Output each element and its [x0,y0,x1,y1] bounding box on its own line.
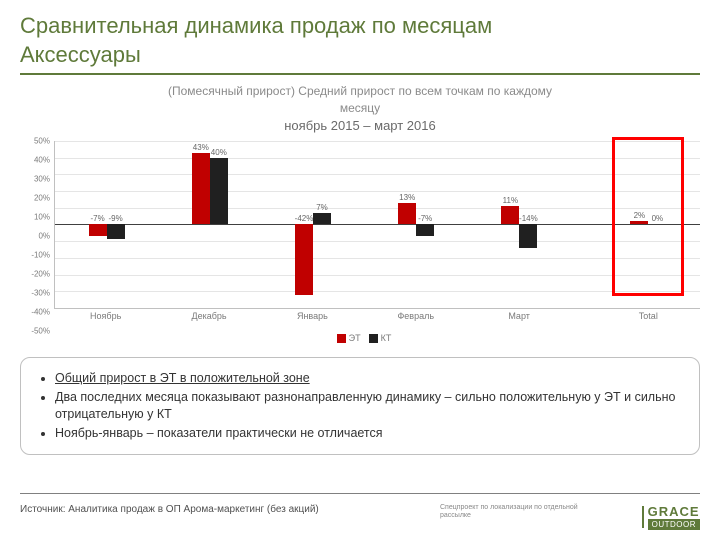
bar [313,213,331,225]
x-tick-label: Декабрь [191,311,226,321]
bar [630,221,648,224]
grid-line [55,141,700,142]
insights-box: Общий прирост в ЭТ в положительной зоне Д… [20,357,700,455]
y-tick-label: 30% [34,174,50,183]
bar-value-label: -9% [108,214,122,223]
title-line-2: Аксессуары [20,42,141,67]
bar-value-label: -7% [90,214,104,223]
bar [107,224,125,239]
grid-line [55,208,700,209]
x-tick-label: Ноябрь [90,311,121,321]
bar [210,158,228,225]
grid-line [55,291,700,292]
legend-swatch [369,334,378,343]
y-tick-label: 10% [34,212,50,221]
y-tick-label: -10% [31,250,50,259]
slide-title: Сравнительная динамика продаж по месяцам… [0,0,720,69]
grid-line [55,191,700,192]
y-tick-label: 40% [34,155,50,164]
x-axis-labels: Ноябрь Декабрь Январь Февраль Март Total [54,311,700,325]
footer-source: Источник: Аналитика продаж в ОП Арома-ма… [20,504,319,515]
bar-value-label: 7% [316,203,328,212]
insight-item: Ноябрь-январь – показатели практически н… [55,425,683,442]
footer: Источник: Аналитика продаж в ОП Арома-ма… [20,498,700,530]
brand-logo: GRACE OUTDOOR [642,504,700,530]
bar [501,206,519,224]
bar-value-label: 13% [399,193,415,202]
insight-item: Два последних месяца показывают разнонап… [55,389,683,423]
bar-value-label: 0% [652,214,664,223]
zero-line [55,224,700,225]
bar [519,224,537,247]
y-tick-label: 20% [34,193,50,202]
bar-value-label: -14% [519,214,538,223]
chart-area: 50%40%30%20%10%0%-10%-20%-30%-40%-50% -7… [20,141,700,331]
grid-line [55,174,700,175]
bar [398,203,416,225]
bar [295,224,313,294]
grid-line [55,275,700,276]
bar-value-label: 11% [503,196,518,205]
insights-list: Общий прирост в ЭТ в положительной зоне Д… [37,370,683,442]
legend-label: ЭТ [349,333,361,343]
chart-subtitle: (Помесячный прирост) Средний прирост по … [0,83,720,135]
subtitle-line-2: месяцу [0,100,720,117]
bar [416,224,434,236]
brand-name-bottom: OUTDOOR [648,519,700,530]
chart-plot: -7% -9% 43%40% -42%7% 13% -7% 11%-14% 2% 0% [54,141,700,309]
title-underline [20,73,700,75]
insight-item: Общий прирост в ЭТ в положительной зоне [55,370,683,387]
bar [192,153,210,225]
brand-separator [642,506,644,528]
y-tick-label: -50% [31,326,50,335]
y-tick-label: 0% [38,231,50,240]
bar [89,224,107,236]
y-tick-label: 50% [34,136,50,145]
subtitle-line-3: ноябрь 2015 – март 2016 [0,117,720,135]
x-tick-label: Март [508,311,530,321]
highlight-box [612,137,684,296]
bar-value-label: 43% [193,143,209,152]
x-tick-label: Total [639,311,658,321]
footer-small-text: Спецпроект по локализации по отдельной р… [440,504,610,519]
footer-divider [20,493,700,494]
subtitle-line-1: (Помесячный прирост) Средний прирост по … [0,83,720,100]
brand-name-top: GRACE [648,504,700,519]
bar-value-label: 2% [634,211,646,220]
title-line-1: Сравнительная динамика продаж по месяцам [20,13,492,38]
grid-line [55,158,700,159]
x-tick-label: Февраль [397,311,434,321]
bar-value-label: -7% [418,214,432,223]
grid-line [55,241,700,242]
bar-value-label: 40% [211,148,227,157]
legend-swatch [337,334,346,343]
x-tick-label: Январь [297,311,328,321]
y-tick-label: -20% [31,269,50,278]
y-tick-label: -40% [31,307,50,316]
bar-value-label: -42% [295,214,314,223]
legend-label: КТ [381,333,392,343]
y-axis-labels: 50%40%30%20%10%0%-10%-20%-30%-40%-50% [20,141,52,331]
chart-legend: ЭТ КТ [0,333,720,343]
y-tick-label: -30% [31,288,50,297]
grid-line [55,258,700,259]
